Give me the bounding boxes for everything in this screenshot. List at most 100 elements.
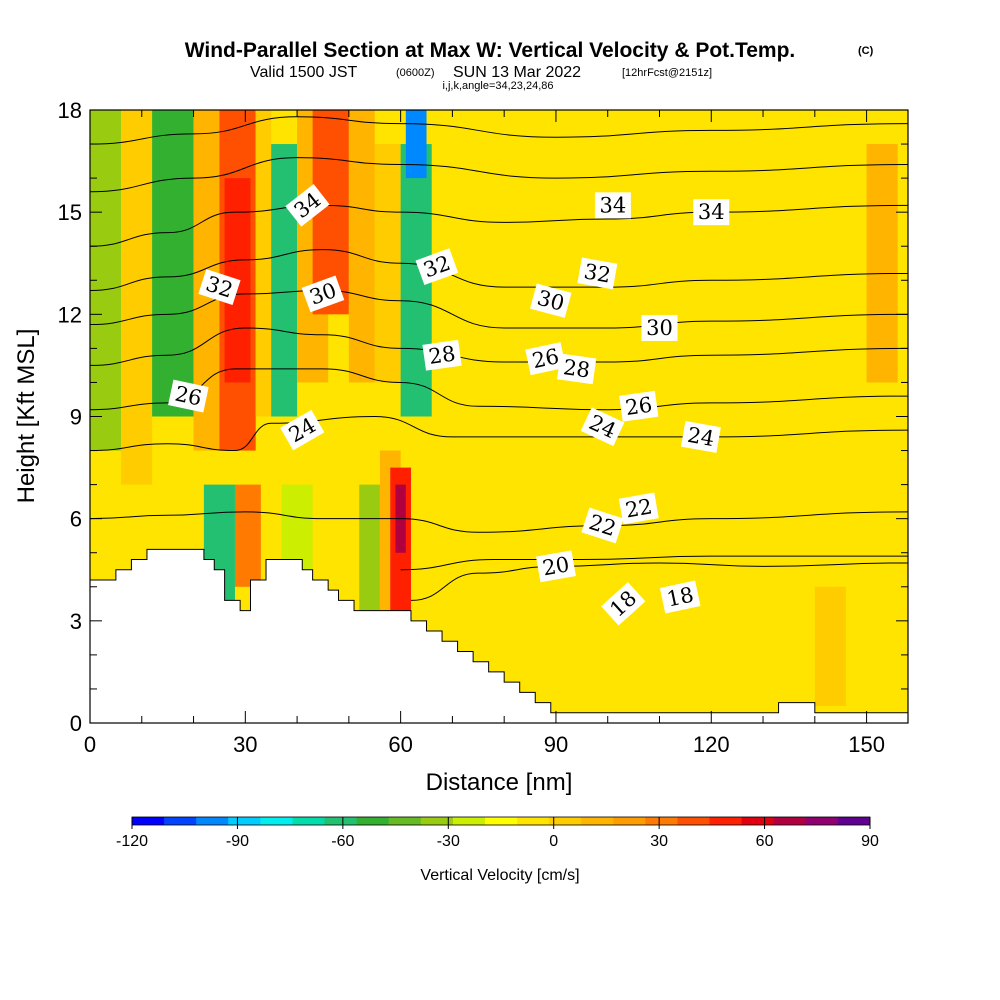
x-tick-label: 90 — [544, 732, 568, 757]
isentrope-label-box — [680, 421, 721, 453]
isentrope-label-box — [641, 314, 678, 341]
colorbar-swatch — [388, 817, 422, 825]
isentrope-label: 26 — [619, 390, 659, 422]
subtitle-date: SUN 13 Mar 2022 — [453, 64, 581, 81]
isentrope-label-box — [557, 353, 597, 385]
colorbar-swatch — [324, 817, 358, 825]
velocity-cell — [121, 110, 153, 485]
isentrope-label-box — [525, 342, 566, 376]
colorbar-tick-label: -30 — [437, 833, 460, 850]
isentrope-label-box — [535, 550, 576, 583]
velocity-cell — [359, 484, 380, 611]
colorbar-swatch — [260, 817, 293, 825]
colorbar-swatch — [132, 817, 165, 825]
colorbar-tick-label: 60 — [756, 833, 774, 850]
colorbar-swatch — [356, 817, 390, 825]
y-axis: 0 3 6 9 12 15 18 — [58, 98, 908, 736]
colorbar-swatch — [164, 817, 197, 825]
isentrope-label: 22 — [618, 492, 659, 525]
subtitle-valid: Valid 1500 JST — [250, 64, 358, 81]
isentrope-label-box — [415, 248, 459, 286]
velocity-cell — [405, 110, 427, 179]
isentrope-label-box — [693, 199, 730, 226]
colorbar-tick-label: -120 — [116, 833, 148, 850]
colorbar-swatch — [420, 817, 454, 825]
y-tick-label: 12 — [58, 302, 82, 327]
terrain-mask — [90, 548, 908, 723]
colorbar-swatch — [741, 817, 775, 825]
isentrope-label: 26 — [525, 342, 566, 376]
isentrope-label: 20 — [535, 550, 576, 583]
y-tick-label: 3 — [70, 609, 82, 634]
x-axis: 0 30 60 90 120 150 — [84, 110, 885, 757]
x-tick-label: 30 — [233, 732, 257, 757]
colorbar-swatch — [196, 817, 229, 825]
colorbar-swatch — [517, 817, 550, 825]
x-tick-label: 0 — [84, 732, 96, 757]
isentrope-label-text: 20 — [541, 552, 571, 580]
isentrope-label-text: 26 — [530, 344, 561, 373]
isentrope-label-text: 26 — [173, 382, 204, 411]
colorbar-swatch — [549, 817, 582, 825]
velocity-cell — [255, 110, 272, 417]
isentrope-label-box — [168, 379, 209, 413]
velocity-cell — [152, 110, 194, 417]
isentrope-label-box — [594, 192, 631, 219]
velocity-cell — [607, 620, 670, 723]
isentrope-label-box — [581, 507, 624, 544]
velocity-cell — [234, 484, 261, 587]
isentrope-label-box — [659, 580, 701, 614]
isentrope-label-text: 28 — [562, 355, 592, 382]
isentrope-label-box — [422, 339, 462, 371]
isentrope-label: 34 — [594, 192, 631, 219]
colorbar-swatch — [452, 817, 486, 825]
isentrope-label-box — [280, 409, 325, 451]
isentrope-label-text: 26 — [624, 393, 654, 420]
chart-title-mark: (C) — [858, 45, 874, 57]
isentrope-line — [90, 157, 908, 193]
chart-title: Wind-Parallel Section at Max W: Vertical… — [185, 39, 796, 62]
colorbar-swatch — [613, 817, 646, 825]
isentrope-label: 26 — [168, 379, 209, 413]
isentrope-line — [90, 116, 908, 145]
velocity-cell — [271, 144, 298, 417]
colorbar-swatch — [292, 817, 326, 825]
colorbar-swatch — [805, 817, 839, 825]
colorbar: -120 -90 -60 -30 0 30 60 90 — [116, 816, 879, 850]
isentrope-label: 34 — [693, 199, 730, 226]
isentrope-label-text: 34 — [600, 193, 627, 217]
subtitle-indices: i,j,k,angle=34,23,24,86 — [442, 80, 553, 92]
isentrope-label: 30 — [530, 283, 572, 318]
isentrope-label-text: 22 — [624, 494, 654, 522]
isentrope-line — [90, 511, 908, 533]
colorbar-tick-label: -90 — [226, 833, 249, 850]
x-axis-label: Distance [nm] — [426, 769, 573, 796]
velocity-cell — [348, 110, 375, 383]
subtitle-forecast: [12hrFcst@2151z] — [622, 67, 712, 79]
isentrope-label-box — [285, 184, 330, 227]
y-tick-label: 9 — [70, 405, 82, 430]
isentrope-line — [410, 562, 908, 601]
y-axis-label: Height [Kft MSL] — [13, 329, 40, 504]
isentrope-label-text: 28 — [427, 341, 457, 368]
y-tick-label: 0 — [70, 711, 82, 736]
colorbar-tick-label: 30 — [650, 833, 668, 850]
subtitle-utc: (0600Z) — [396, 67, 435, 79]
isentrope-label-box — [301, 275, 345, 313]
colorbar-swatch — [645, 817, 678, 825]
colorbar-swatch — [709, 817, 743, 825]
isentrope-label-box — [198, 269, 241, 306]
colorbar-tick-label: 90 — [861, 833, 879, 850]
isentrope-label: 30 — [641, 314, 678, 341]
isentrope-label-text: 24 — [686, 423, 716, 451]
y-tick-label: 15 — [58, 200, 82, 225]
y-tick-label: 18 — [58, 98, 82, 123]
colorbar-title: Vertical Velocity [cm/s] — [420, 867, 579, 884]
colorbar-swatch — [484, 817, 518, 825]
isentrope-line — [400, 555, 908, 571]
isentrope-label-text: 32 — [582, 259, 612, 287]
isentrope-label-box — [577, 257, 618, 290]
colorbar-swatch — [677, 817, 711, 825]
